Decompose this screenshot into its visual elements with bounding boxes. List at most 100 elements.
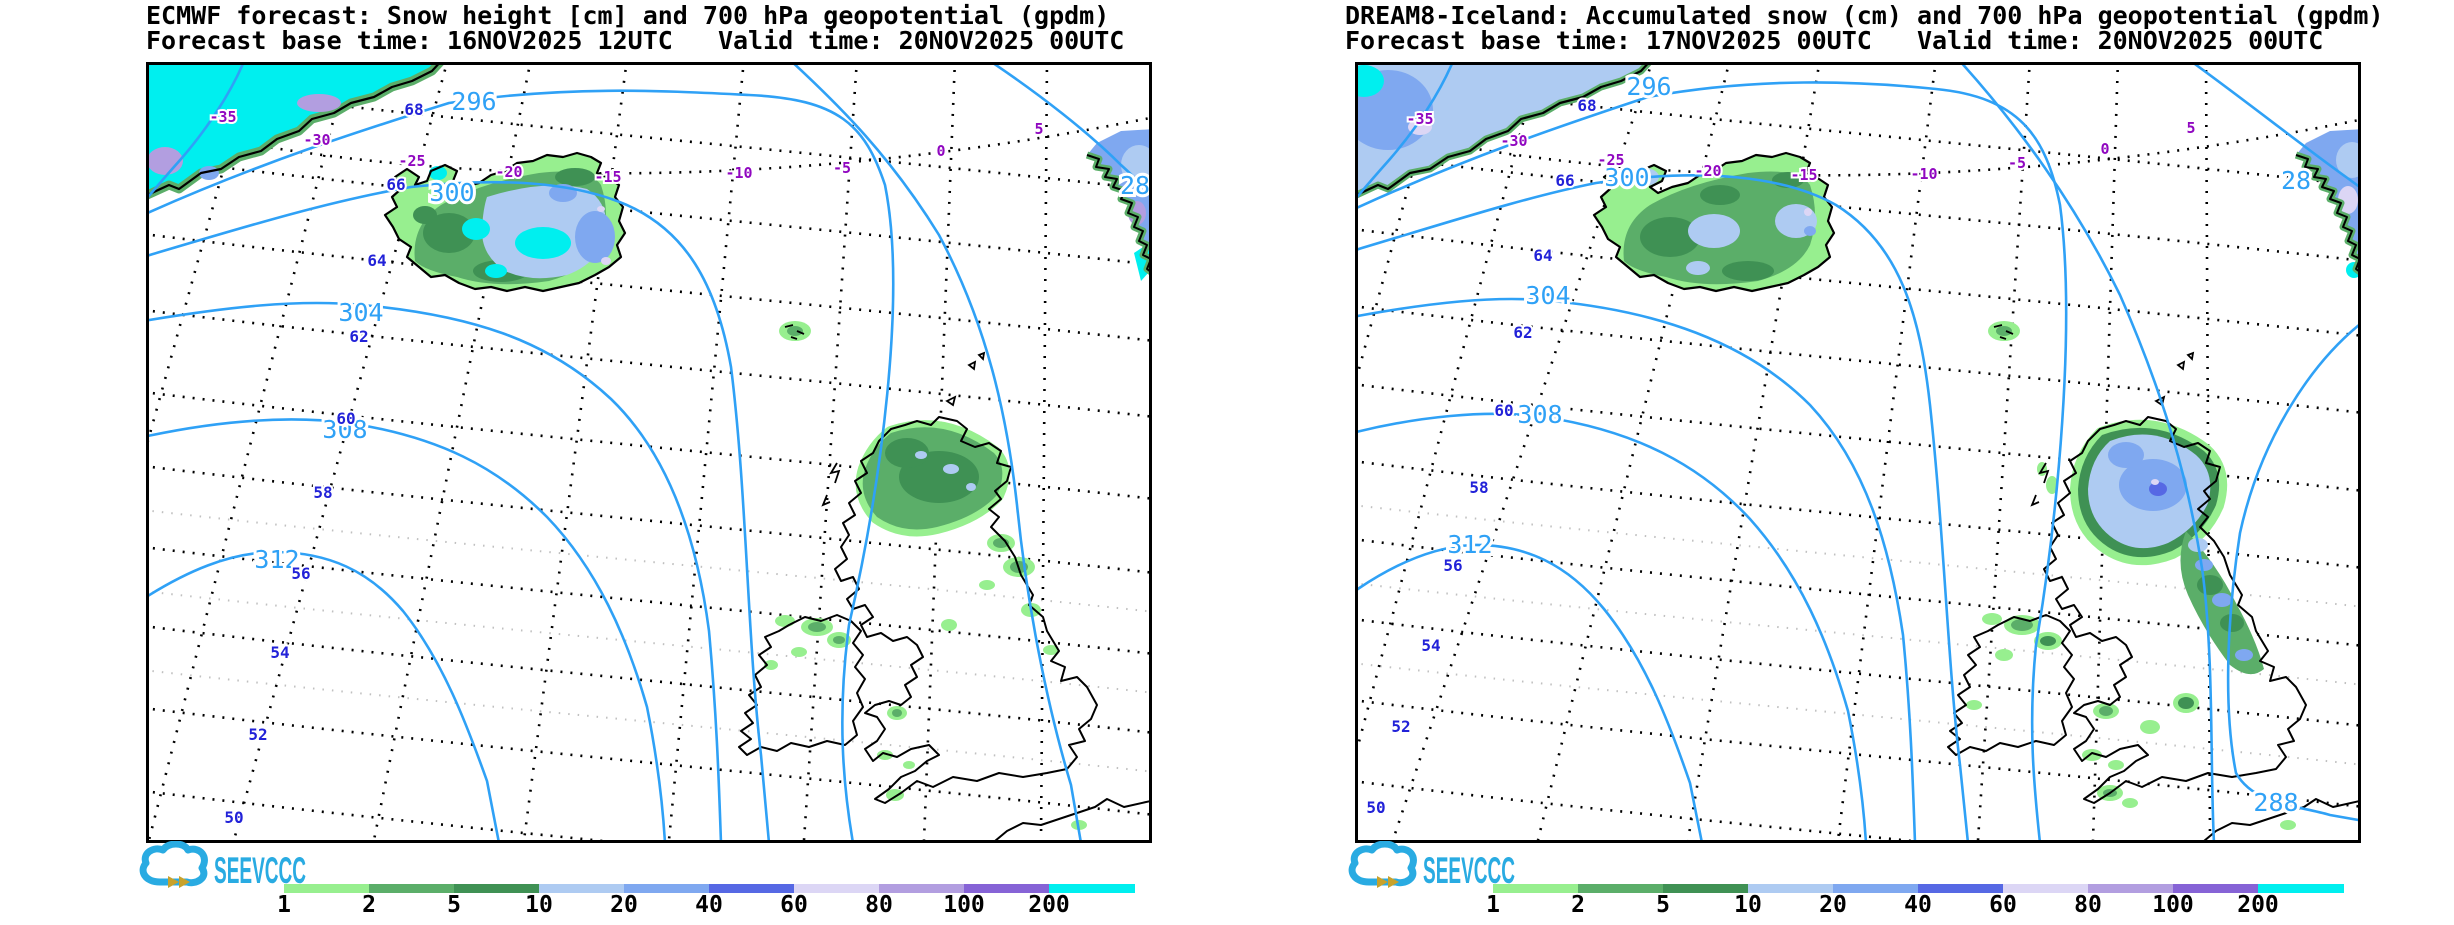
- legend-colorbar: 1 2 5 10 20 40 60 80 100 200: [1486, 884, 2393, 924]
- legend-value-label: 80: [865, 892, 893, 918]
- latitude-label: 52: [248, 725, 267, 744]
- cloud-icon: [1348, 841, 1417, 887]
- legend-segment: [624, 884, 710, 893]
- longitude-label: -30: [303, 131, 330, 149]
- panel-dream8: DREAM8-Iceland: Accumulated snow (cm) an…: [1339, 0, 2399, 925]
- longitude-label: -25: [398, 152, 425, 170]
- longitude-labels: -35 -30 -25 -20 -15 -10 -5 0 5: [1404, 108, 2197, 186]
- latitude-label: 62: [1513, 323, 1532, 342]
- latitude-label: 64: [367, 251, 386, 270]
- latitude-label: 56: [291, 564, 310, 583]
- legend-value-label: 80: [2074, 892, 2102, 918]
- legend-segment: [2088, 884, 2174, 893]
- coastlines: [738, 324, 1149, 840]
- latitude-label: 56: [1443, 556, 1462, 575]
- coastlines: [1947, 324, 2358, 840]
- legend-value-label: 2: [1571, 892, 1585, 918]
- longitude-label: -5: [833, 159, 851, 177]
- legend-segment: [2258, 884, 2344, 893]
- legend-segment: [1833, 884, 1919, 893]
- geopotential-contour-label: 296: [451, 87, 496, 116]
- panel-title: ECMWF forecast: Snow height [cm] and 700…: [146, 1, 1110, 30]
- latitude-label: 68: [1577, 96, 1596, 115]
- latitude-label: 50: [1366, 798, 1385, 817]
- legend-value-label: 2: [362, 892, 376, 918]
- legend-segment: [879, 884, 965, 893]
- geopotential-contour-label: 296: [1626, 72, 1671, 101]
- legend-value-label: 5: [1656, 892, 1670, 918]
- geopotential-contour-label: 28: [2281, 166, 2311, 195]
- geopotential-contour-label: 300: [1604, 163, 1649, 192]
- map-frame-dream8: 296 300 304 308 312 28 288 68 66 64 62 60 58 56 54 52 50…: [1355, 62, 2361, 843]
- geopotential-contour-label: 300: [429, 178, 474, 207]
- seevccc-logo: SEEVCCC: [139, 841, 306, 891]
- longitude-label: -10: [1910, 165, 1937, 183]
- legend-value-label: 1: [277, 892, 291, 918]
- arrow-icon: [1377, 876, 1399, 888]
- latitude-label: 64: [1533, 246, 1552, 265]
- longitude-label: -35: [209, 108, 236, 126]
- legend-value-label: 60: [780, 892, 808, 918]
- legend-value-label: 40: [695, 892, 723, 918]
- latitude-label: 62: [349, 327, 368, 346]
- longitude-label: -20: [495, 163, 522, 181]
- legend-segment: [964, 884, 1050, 893]
- legend-value-label: 100: [943, 892, 985, 918]
- longitude-label: -25: [1597, 151, 1624, 169]
- longitude-label: -10: [725, 164, 752, 182]
- legend-segment: [794, 884, 880, 893]
- legend-segment: [1748, 884, 1834, 893]
- legend-segment: [1663, 884, 1749, 893]
- arrow-icon: [168, 876, 190, 888]
- legend-value-label: 5: [447, 892, 461, 918]
- longitude-label: -5: [2008, 154, 2026, 172]
- geopotential-contours: [149, 65, 1149, 840]
- geopotential-contour-label: 308: [322, 415, 367, 444]
- legend-segment: [1049, 884, 1135, 893]
- longitude-label: -20: [1694, 162, 1721, 180]
- legend-value-label: 60: [1989, 892, 2017, 918]
- geopotential-contour-label: 288: [2253, 788, 2298, 817]
- panel-title: DREAM8-Iceland: Accumulated snow (cm) an…: [1345, 1, 2384, 30]
- legend-value-label: 20: [610, 892, 638, 918]
- legend-value-label: 40: [1904, 892, 1932, 918]
- legend-value-label: 1: [1486, 892, 1500, 918]
- longitude-label: -15: [594, 168, 621, 186]
- panel-subtitle: Forecast base time: 17NOV2025 00UTC Vali…: [1345, 26, 2324, 55]
- legend-value-label: 20: [1819, 892, 1847, 918]
- map-frame-ecmwf: 296 300 304 308 312 28 68 66 64 62 60 58 56 54 52 50 -35…: [146, 62, 1152, 843]
- geopotential-contour-label: 312: [1447, 530, 1492, 559]
- legend-segment: [539, 884, 625, 893]
- legend-segment: [1493, 884, 1579, 893]
- legend-colorbar: 1 2 5 10 20 40 60 80 100 200: [277, 884, 1184, 924]
- snow-shading: [1358, 65, 2358, 830]
- panel-ecmwf: ECMWF forecast: Snow height [cm] and 700…: [130, 0, 1190, 925]
- longitude-label: 0: [2100, 140, 2109, 158]
- longitude-label: 5: [1034, 120, 1043, 138]
- geopotential-contour-label: 304: [1525, 281, 1570, 310]
- geopotential-contour-label: 308: [1517, 400, 1562, 429]
- latitude-label: 60: [1494, 401, 1513, 420]
- latitude-label: 54: [1421, 636, 1440, 655]
- geopotential-contour-label: 312: [254, 545, 299, 574]
- latitude-labels: 68 66 64 62 60 58 56 54 52 50: [1364, 94, 1598, 819]
- geopotential-contour-label: 304: [338, 298, 383, 327]
- latitude-label: 60: [336, 409, 355, 428]
- contour-labels: 296 300 304 308 312 28: [251, 84, 1149, 577]
- legend-value-label: 10: [525, 892, 553, 918]
- cloud-icon: [139, 841, 208, 887]
- map-canvas-ecmwf: 2963003043083122868666462605856545250-35…: [149, 65, 1149, 840]
- legend-segment: [454, 884, 540, 893]
- longitude-label: -15: [1790, 166, 1817, 184]
- legend-segment: [284, 884, 370, 893]
- legend-value-label: 200: [2237, 892, 2279, 918]
- longitude-label: -35: [1406, 110, 1433, 128]
- latitude-label: 68: [404, 100, 423, 119]
- latitude-label: 66: [1555, 171, 1574, 190]
- longitude-label: 0: [936, 142, 945, 160]
- longitude-labels: -35 -30 -25 -20 -15 -10 -5 0 5: [207, 106, 1045, 188]
- legend-segment: [2173, 884, 2259, 893]
- geopotential-contours: [1358, 65, 2358, 840]
- latitude-label: 54: [270, 643, 289, 662]
- contour-labels: 296 300 304 308 312 28 288: [1444, 69, 2314, 820]
